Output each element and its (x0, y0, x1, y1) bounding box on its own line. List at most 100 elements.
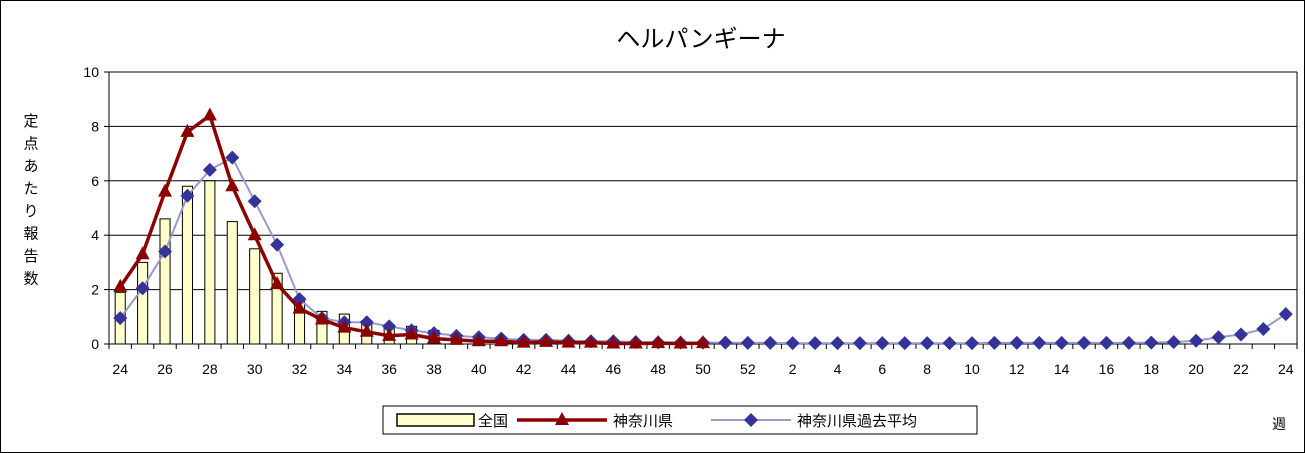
triangle-marker (314, 311, 329, 325)
x-tick-label: 22 (1233, 361, 1249, 377)
triangle-marker (427, 330, 442, 344)
diamond-marker (830, 336, 845, 351)
legend-label-kanagawa: 神奈川県 (613, 413, 673, 430)
diamond-marker (1032, 335, 1047, 350)
diamond-marker (1009, 335, 1024, 350)
diamond-marker (270, 237, 285, 252)
bar (204, 180, 216, 345)
diamond-marker (1278, 307, 1293, 322)
triangle-marker (270, 276, 285, 290)
x-tick-label: 16 (1099, 361, 1115, 377)
triangle-marker (651, 335, 666, 349)
triangle-marker (696, 335, 710, 349)
x-tick-label: 42 (516, 361, 532, 377)
line-series (113, 107, 1293, 351)
x-tick-label: 12 (1009, 361, 1025, 377)
legend-box (382, 405, 978, 435)
triangle-marker (539, 333, 554, 347)
x-tick-labels: 24 26 28 30 32 34 36 38 40 42 44 46 48 50 52 2 4 6 8 10 12 14… (112, 361, 1293, 377)
y-axis-label-char: 点 (23, 136, 38, 153)
diamond-marker (1077, 335, 1092, 350)
legend-label-average: 神奈川県過去平均 (797, 413, 917, 430)
triangle-marker (180, 123, 195, 137)
x-tick-label: 40 (471, 361, 487, 377)
grid-lines (104, 71, 1298, 349)
x-tick-label: 46 (606, 361, 622, 377)
diamond-marker (852, 336, 867, 351)
triangle-marker (404, 326, 419, 340)
legend-label-zenkoku: 全国 (478, 412, 508, 430)
bar-series (114, 180, 709, 345)
diamond-marker (135, 281, 150, 296)
diamond-marker (942, 336, 957, 351)
x-tick-label: 4 (834, 361, 842, 377)
x-tick-label: 44 (561, 361, 577, 377)
x-tick-label: 20 (1188, 361, 1204, 377)
diamond-marker (225, 150, 240, 165)
x-tick-label: 34 (337, 361, 353, 377)
y-tick-label: 0 (91, 336, 99, 352)
x-tick-label: 6 (878, 361, 886, 377)
diamond-marker (1211, 330, 1226, 345)
x-tick-label: 36 (381, 361, 397, 377)
diamond-marker (740, 335, 755, 350)
x-tick-label: 30 (247, 361, 263, 377)
diamond-marker (247, 194, 262, 209)
x-axis-label: 週 (1272, 416, 1286, 432)
diamond-marker (158, 244, 173, 259)
diamond-marker (808, 336, 823, 351)
diamond-marker (1099, 335, 1114, 350)
y-tick-labels: 0 2 4 6 8 10 (83, 64, 99, 352)
triangle-marker (225, 178, 240, 192)
triangle-marker (673, 335, 688, 349)
y-axis-label-char: り (23, 203, 38, 220)
diamond-marker (1054, 335, 1069, 350)
bar (181, 185, 193, 345)
x-tick-label: 18 (1144, 361, 1160, 377)
y-axis-label-char: た (23, 181, 38, 198)
diamond-marker (718, 335, 733, 350)
diamond-marker (113, 311, 128, 326)
triangle-marker (135, 246, 150, 260)
triangle-marker (247, 227, 262, 241)
x-tick-label: 32 (292, 361, 308, 377)
y-tick-label: 4 (91, 227, 99, 243)
diamond-marker (875, 336, 890, 351)
triangle-marker (359, 323, 374, 337)
x-tick-label: 24 (1278, 361, 1294, 377)
x-tick-label: 48 (650, 361, 666, 377)
x-tick-label: 26 (157, 361, 173, 377)
triangle-marker (606, 335, 621, 349)
x-tick-label: 14 (1054, 361, 1070, 377)
y-axis-label-char: 告 (23, 248, 38, 265)
x-tick-label: 10 (964, 361, 980, 377)
bar (137, 261, 149, 345)
chart-title: ヘルパンギーナ (616, 26, 785, 53)
bar (159, 218, 171, 345)
diamond-marker (785, 336, 800, 351)
y-axis-label-char: 定 (23, 113, 38, 130)
legend: 全国 神奈川県 神奈川県過去平均 (382, 405, 978, 435)
diamond-marker (1121, 335, 1136, 350)
y-tick-label: 2 (91, 282, 99, 298)
x-tick-label: 8 (923, 361, 931, 377)
triangle-marker (158, 183, 173, 197)
triangle-marker (113, 278, 128, 292)
triangle-marker (382, 327, 397, 341)
triangle-marker (449, 331, 464, 345)
diamond-marker (180, 188, 195, 203)
triangle-marker (516, 334, 531, 348)
triangle-marker (494, 333, 509, 347)
x-tick-label: 50 (695, 361, 711, 377)
diamond-marker (202, 162, 217, 177)
y-axis-label-char: 報 (23, 226, 38, 243)
legend-diamond-marker (744, 413, 758, 427)
triangle-marker (202, 107, 217, 121)
triangle-marker (561, 334, 576, 348)
diamond-marker (1144, 335, 1159, 350)
x-tick-label: 28 (202, 361, 218, 377)
triangle-marker (292, 300, 307, 314)
